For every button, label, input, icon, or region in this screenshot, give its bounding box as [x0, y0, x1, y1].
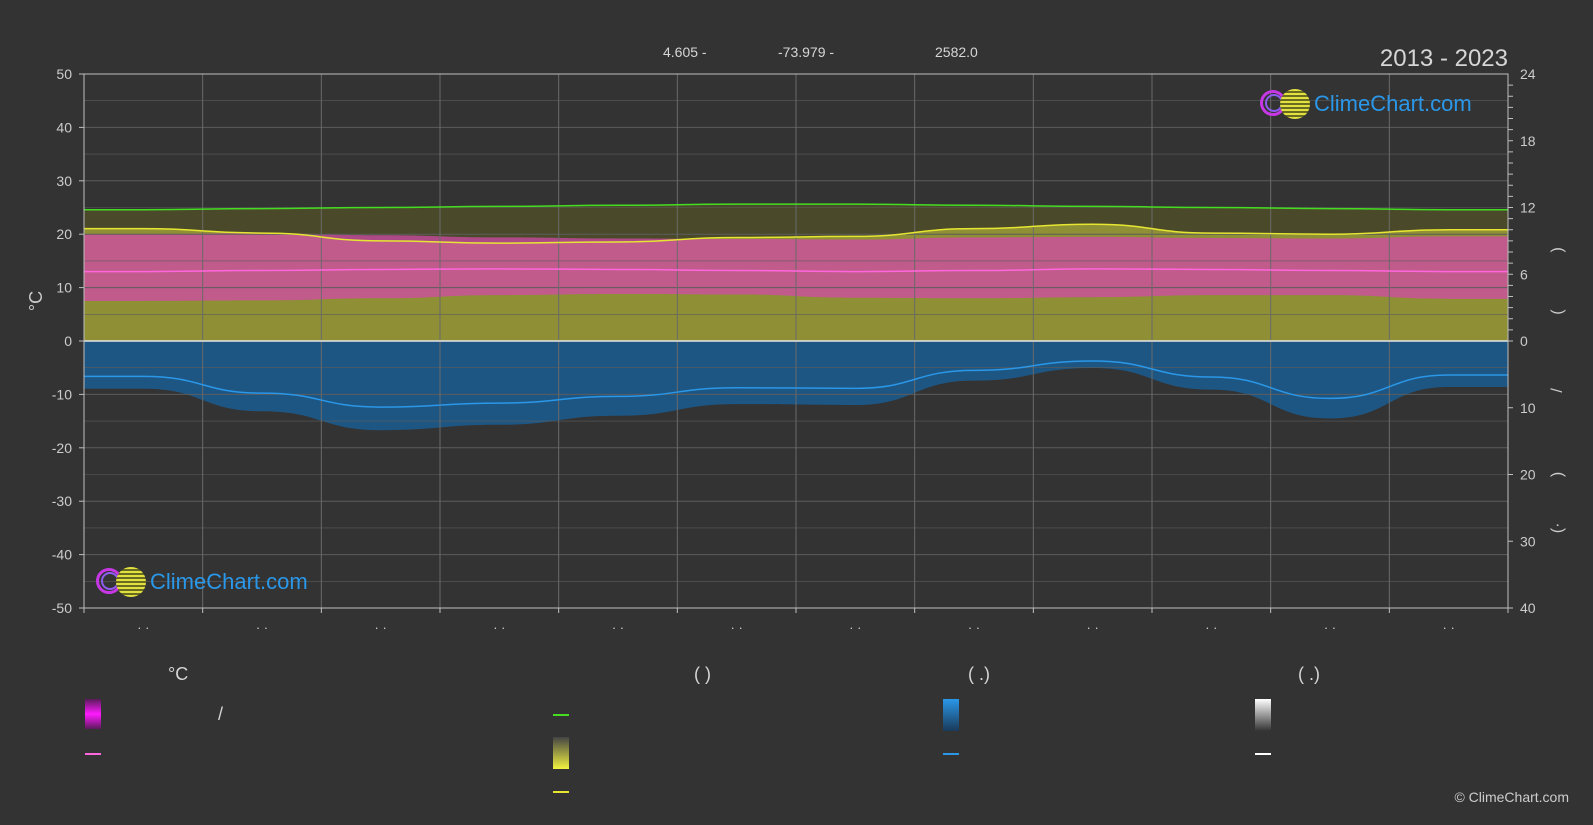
- y-axis-label-right: /: [1549, 388, 1566, 393]
- precip-swatch: [943, 699, 959, 731]
- x-tick-label: · ·: [731, 620, 743, 635]
- logo-text: ClimeChart.com: [150, 569, 308, 594]
- y-axis-label-left: °C: [26, 291, 46, 311]
- y-axis-label-right: (·: [1549, 523, 1566, 534]
- y-tick-label-left: -20: [52, 440, 72, 456]
- y-tick-label-right-bottom: 30: [1520, 533, 1536, 549]
- x-tick-label: · ·: [849, 620, 861, 635]
- y-tick-label-left: 20: [56, 226, 72, 242]
- y-tick-label-left: 30: [56, 173, 72, 189]
- x-tick-label: · ·: [612, 620, 624, 635]
- y-axis-label-right: ): [1549, 247, 1566, 252]
- logo-bottom-left[interactable]: ClimeChart.com: [96, 566, 308, 598]
- copyright: © ClimeChart.com: [1454, 789, 1569, 805]
- chart-axes: 50 40 30 20 10 0 -10 -20 -30 -40 -50 °C 24 18 12 6 0 10 20…: [26, 66, 1566, 635]
- y-tick-label-left: -30: [52, 493, 72, 509]
- year-range: 2013 - 2023: [1379, 45, 1508, 72]
- sunshine-line-swatch: [553, 791, 569, 793]
- chart-lines: [83, 203, 1508, 408]
- sunshine-swatch: [553, 737, 569, 769]
- elevation-text: 2582.0: [935, 44, 978, 60]
- x-tick-label: · ·: [256, 620, 268, 635]
- daylight-swatch: [553, 714, 569, 716]
- y-tick-label-right-bottom: 0: [1520, 333, 1528, 349]
- temperature-mean-line: [83, 268, 1508, 273]
- y-tick-label-right-bottom: 20: [1520, 467, 1536, 483]
- x-tick-label: · ·: [137, 620, 149, 635]
- legend-temperature-heading: °C: [168, 664, 189, 684]
- y-tick-label-left: -10: [52, 386, 72, 402]
- y-tick-label-left: 50: [56, 66, 72, 82]
- legend-sun-heading: ( ): [694, 664, 711, 684]
- snow-swatch: [1255, 699, 1271, 731]
- y-tick-label-left: 0: [64, 333, 72, 349]
- y-axis-label-right: (: [1549, 309, 1566, 315]
- climechart-logo-icon: [1260, 88, 1310, 120]
- sunshine-line: [84, 223, 1508, 244]
- y-tick-label-right-top: 12: [1520, 200, 1536, 216]
- y-tick-label-right-top: 24: [1520, 66, 1536, 82]
- y-tick-label-right-bottom: 10: [1520, 400, 1536, 416]
- y-tick-label-left: -50: [52, 600, 72, 616]
- x-tick-label: · ·: [1443, 620, 1455, 635]
- x-tick-label: · ·: [968, 620, 980, 635]
- legend-precip-heading: ( .): [968, 664, 990, 684]
- precipitation-line: [83, 360, 1508, 408]
- x-tick-label: · ·: [1087, 620, 1099, 635]
- y-tick-label-right-top: 18: [1520, 133, 1536, 149]
- logo-top-right[interactable]: ClimeChart.com: [1260, 88, 1472, 120]
- legend-snow-heading: ( .): [1298, 664, 1320, 684]
- logo-text: ClimeChart.com: [1314, 91, 1472, 116]
- longitude-text: -73.979 -: [778, 44, 835, 60]
- y-tick-label-right-bottom: 40: [1520, 600, 1536, 616]
- temp-range-swatch: [85, 699, 101, 729]
- temp-range-slash: /: [218, 704, 224, 724]
- x-tick-label: · ·: [1324, 620, 1336, 635]
- y-tick-label-left: -40: [52, 547, 72, 563]
- temp-mean-swatch: [85, 753, 101, 755]
- precip-line-swatch: [943, 753, 959, 755]
- x-tick-label: · ·: [1205, 620, 1217, 635]
- climechart-logo-icon: [96, 566, 146, 598]
- y-tick-label-left: 10: [56, 280, 72, 296]
- y-tick-label-left: 40: [56, 119, 72, 135]
- x-tick-label: · ·: [493, 620, 505, 635]
- y-tick-label-right-top: 6: [1520, 266, 1528, 282]
- daylight-line: [84, 203, 1508, 211]
- chart-grid: [84, 74, 1508, 608]
- y-axis-label-right: ): [1549, 472, 1566, 477]
- x-tick-label: · ·: [375, 620, 387, 635]
- latitude-text: 4.605 -: [663, 44, 707, 60]
- snow-line-swatch: [1255, 753, 1271, 755]
